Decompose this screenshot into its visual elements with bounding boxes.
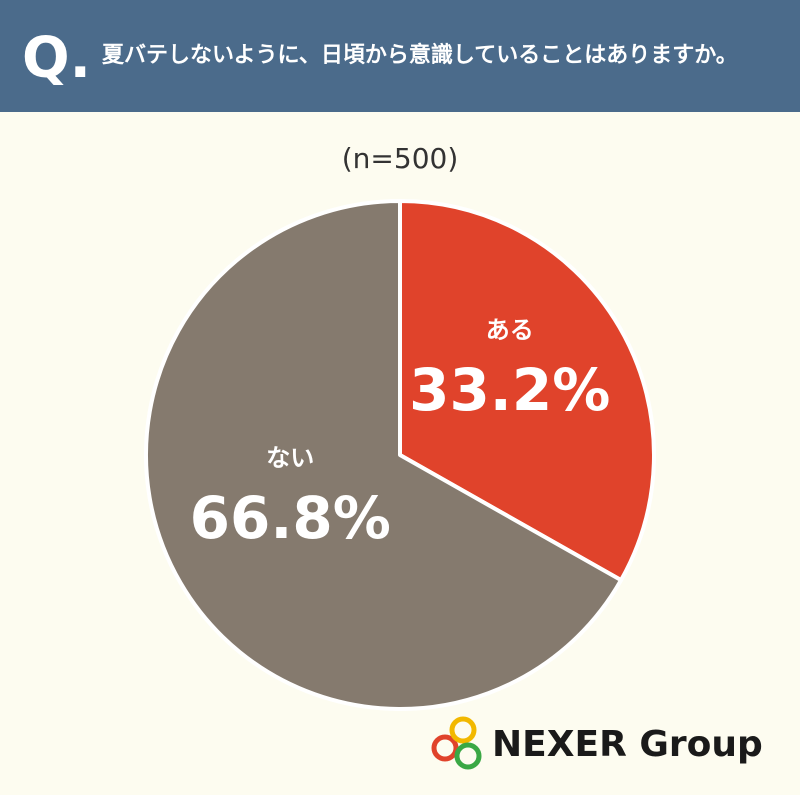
slice-value-label: 33.2% [409, 356, 610, 424]
pie-slice [398, 199, 656, 583]
logo-text: NEXER Group [492, 724, 763, 765]
slice-category: ない [266, 444, 314, 472]
header-band [0, 0, 800, 112]
logo-ring [431, 734, 459, 762]
title-prefix: Q. [22, 26, 91, 91]
slice-value-label: 66.8% [190, 484, 391, 552]
logo-ring [454, 742, 482, 770]
chart-title: 夏バテしないように、日頃から意識していることはありますか。 [102, 42, 738, 68]
pie: ある 33.2% ない 66.8% [144, 199, 656, 711]
slice-category: ある [486, 316, 534, 344]
pie-slice [144, 199, 624, 711]
logo: NEXER Group [431, 716, 763, 770]
logo-ring [449, 716, 477, 744]
chart-subtitle: (n=500) [342, 142, 459, 175]
